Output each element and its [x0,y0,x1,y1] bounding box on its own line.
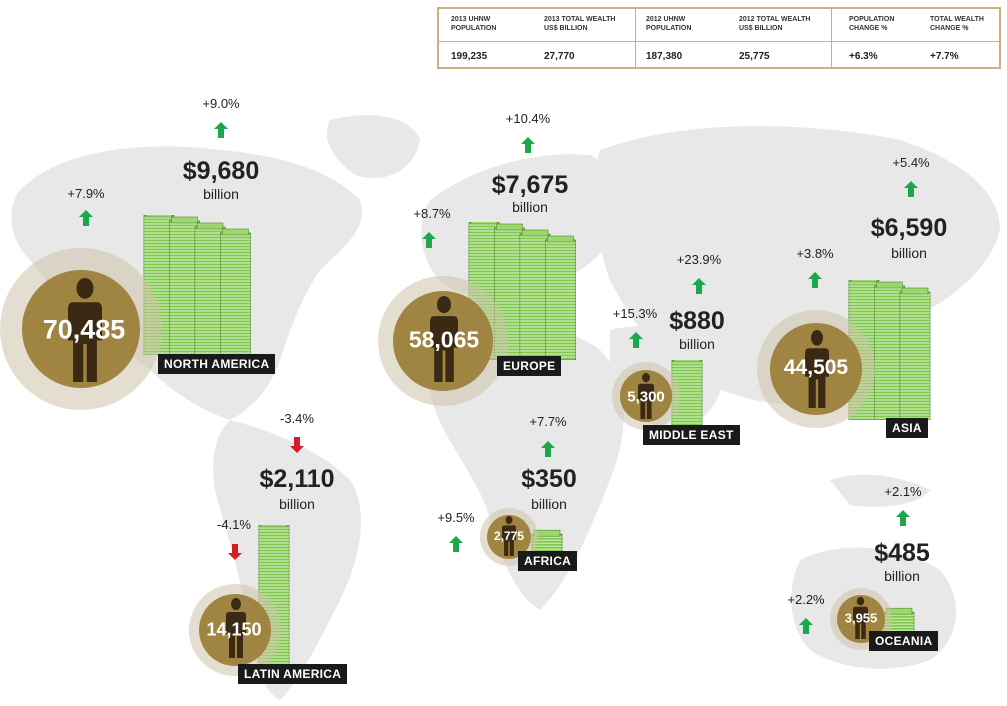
wealth-value: $7,675 [491,171,569,199]
region-label: ASIA [886,418,928,438]
wealth-change: +9.0% [202,96,240,111]
population-change: +2.2% [787,592,825,607]
table-column-divider [635,9,636,67]
population-value: 2,775 [493,529,525,543]
table-column-divider [831,9,832,67]
header-2012-population: 2012 UHNW POPULATION [646,16,692,32]
population-value: 3,955 [844,610,878,626]
wealth-value: $9,680 [182,157,260,185]
population-change: +7.9% [67,186,105,201]
person-icon [805,330,829,408]
population-value: 70,485 [42,314,126,345]
value-2013-population: 199,235 [451,51,488,62]
population-change: +9.5% [437,510,475,525]
value-2012-population: 187,380 [646,51,683,62]
wealth-unit: billion [679,336,715,352]
region-label: EUROPE [497,356,562,376]
value-2012-wealth: 25,775 [739,51,770,62]
person-icon [430,296,458,382]
region-label: OCEANIA [869,631,939,651]
wealth-value: $6,590 [870,214,948,242]
population-value: 58,065 [408,326,480,353]
region-label: LATIN AMERICA [238,664,348,684]
value-population-change: +6.3% [849,51,878,62]
wealth-value: $485 [874,539,930,567]
person-icon [853,597,868,639]
down-arrow-icon [228,544,242,560]
population-value: 44,505 [783,356,849,379]
up-arrow-icon [449,536,463,552]
up-arrow-icon [214,122,228,138]
person-icon [502,516,516,556]
up-arrow-icon [808,272,822,288]
wealth-change: +2.1% [884,484,922,499]
region-label: AFRICA [518,551,578,571]
up-arrow-icon [422,232,436,248]
region-label: MIDDLE EAST [643,425,740,445]
region-label: NORTH AMERICA [158,354,276,374]
wealth-change: +10.4% [505,111,551,126]
wealth-change: +7.7% [529,414,567,429]
up-arrow-icon [799,618,813,634]
wealth-unit: billion [891,245,927,261]
table-divider [439,41,999,42]
header-2013-population: 2013 UHNW POPULATION [451,16,497,32]
header-population-change: POPULATION CHANGE % [849,16,895,32]
header-2013-wealth: 2013 TOTAL WEALTH US$ BILLION [544,16,616,32]
down-arrow-icon [290,437,304,453]
up-arrow-icon [629,332,643,348]
header-wealth-change: TOTAL WEALTH CHANGE % [930,16,984,32]
up-arrow-icon [541,441,555,457]
wealth-value: $350 [521,465,577,493]
person-icon [226,598,246,658]
value-wealth-change: +7.7% [930,51,959,62]
wealth-change: -3.4% [280,411,314,426]
summary-table: 2013 UHNW POPULATION 2013 TOTAL WEALTH U… [437,7,1001,69]
population-change: +3.8% [796,246,834,261]
wealth-change: +23.9% [676,252,722,267]
person-icon [638,373,654,419]
person-icon [68,278,102,382]
wealth-unit: billion [531,496,567,512]
wealth-change: +5.4% [892,155,930,170]
population-value: 14,150 [206,619,262,640]
up-arrow-icon [896,510,910,526]
wealth-unit: billion [512,199,548,215]
cash-stack-icon [143,215,251,355]
up-arrow-icon [521,137,535,153]
population-change: +8.7% [413,206,451,221]
header-2012-wealth: 2012 TOTAL WEALTH US$ BILLION [739,16,811,32]
wealth-unit: billion [279,496,315,512]
population-value: 5,300 [627,388,665,406]
wealth-unit: billion [203,186,239,202]
population-change: -4.1% [217,517,251,532]
population-change: +15.3% [612,306,658,321]
up-arrow-icon [79,210,93,226]
up-arrow-icon [692,278,706,294]
wealth-value: $880 [669,307,725,335]
up-arrow-icon [904,181,918,197]
wealth-value: $2,110 [259,465,335,493]
value-2013-wealth: 27,770 [544,51,575,62]
wealth-unit: billion [884,568,920,584]
